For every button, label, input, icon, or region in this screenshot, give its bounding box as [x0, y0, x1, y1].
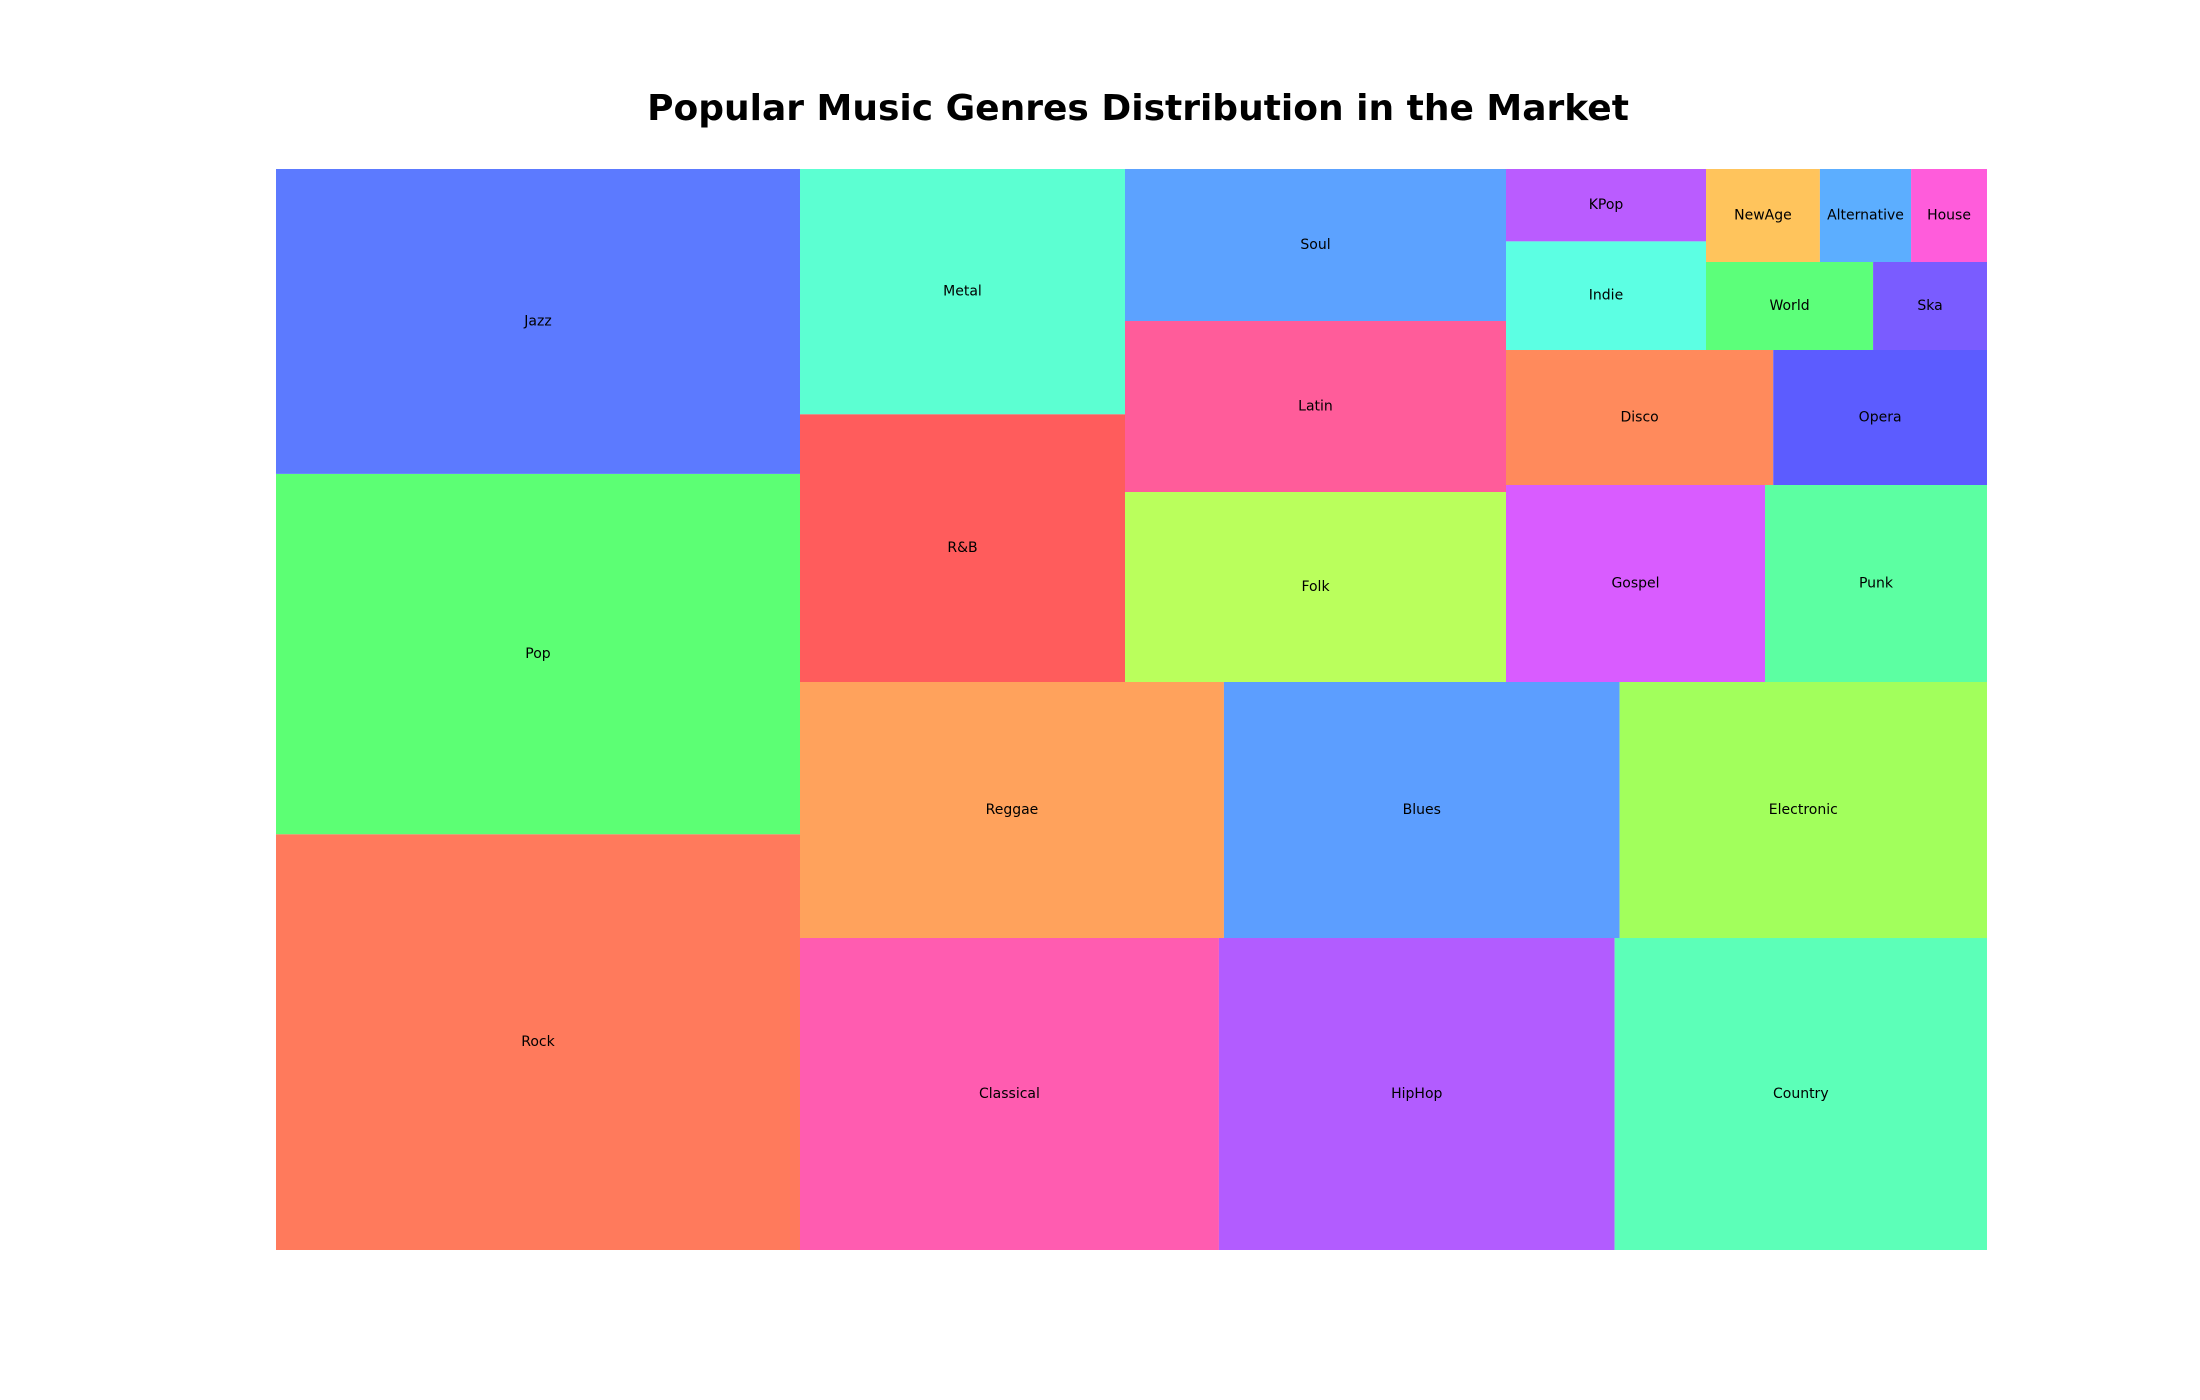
tile-label-blues: Blues [1403, 802, 1441, 818]
treemap-tile-disco: Disco [1506, 350, 1774, 485]
treemap-tile-gospel: Gospel [1506, 485, 1765, 682]
tile-label-newage: NewAge [1734, 208, 1792, 224]
treemap-tile-kpop: KPop [1506, 169, 1706, 242]
treemap-tile-newage: NewAge [1706, 169, 1820, 262]
tile-label-metal: Metal [943, 284, 982, 300]
tile-rect-jazz [276, 169, 800, 474]
treemap-tile-latin: Latin [1125, 321, 1506, 492]
tile-label-disco: Disco [1620, 410, 1658, 426]
tile-label-latin: Latin [1298, 399, 1333, 415]
tile-label-classical: Classical [979, 1086, 1040, 1102]
treemap-tile-opera: Opera [1773, 350, 1987, 485]
tile-rect-newage [1706, 169, 1820, 262]
tile-rect-kpop [1506, 169, 1706, 242]
tile-rect-punk [1765, 485, 1987, 682]
treemap-tile-world: World [1706, 262, 1874, 350]
tile-rect-classical [800, 938, 1219, 1250]
tile-rect-latin [1125, 321, 1506, 492]
tile-label-r-b: R&B [947, 540, 977, 556]
tile-label-world: World [1769, 298, 1809, 314]
tile-label-hiphop: HipHop [1391, 1086, 1442, 1102]
tile-label-folk: Folk [1301, 579, 1330, 595]
treemap-tile-classical: Classical [800, 938, 1219, 1250]
treemap-tile-pop: Pop [276, 473, 800, 835]
tile-label-house: House [1927, 208, 1971, 224]
tile-label-alternative: Alternative [1827, 208, 1904, 224]
tile-label-ska: Ska [1917, 298, 1942, 314]
tile-rect-alternative [1819, 169, 1912, 262]
tile-rect-metal [800, 169, 1125, 415]
tile-rect-rock [276, 834, 800, 1250]
tile-rect-pop [276, 473, 800, 835]
treemap-tile-house: House [1911, 169, 1987, 262]
treemap-tile-folk: Folk [1125, 492, 1506, 682]
tile-rect-gospel [1506, 485, 1765, 682]
tile-rect-electronic [1619, 682, 1987, 938]
treemap-tile-rock: Rock [276, 834, 800, 1250]
treemap-tile-soul: Soul [1125, 169, 1506, 321]
treemap-tile-jazz: Jazz [276, 169, 800, 474]
treemap-tile-punk: Punk [1765, 485, 1987, 682]
tile-label-reggae: Reggae [986, 802, 1039, 818]
treemap-tile-country: Country [1614, 938, 1987, 1250]
tile-label-punk: Punk [1859, 576, 1894, 592]
tile-rect-r-b [800, 414, 1125, 682]
chart-title: Popular Music Genres Distribution in the… [647, 88, 1629, 129]
treemap-tile-alternative: Alternative [1819, 169, 1912, 262]
tile-rect-indie [1506, 241, 1706, 350]
tile-label-electronic: Electronic [1769, 802, 1838, 818]
treemap-tile-blues: Blues [1223, 682, 1620, 938]
tile-rect-blues [1223, 682, 1620, 938]
tile-rect-hiphop [1218, 938, 1615, 1250]
tile-rect-reggae [800, 682, 1224, 938]
tile-rect-ska [1873, 262, 1987, 350]
treemap-tile-indie: Indie [1506, 241, 1706, 350]
tile-rect-folk [1125, 492, 1506, 682]
tile-label-kpop: KPop [1589, 197, 1624, 213]
treemap-tile-electronic: Electronic [1619, 682, 1987, 938]
treemap-tile-ska: Ska [1873, 262, 1987, 350]
tile-rect-house [1911, 169, 1987, 262]
tile-label-gospel: Gospel [1611, 576, 1659, 592]
tile-label-soul: Soul [1300, 237, 1330, 253]
treemap-tile-r-b: R&B [800, 414, 1125, 682]
tile-label-jazz: Jazz [523, 313, 551, 329]
tile-rect-opera [1773, 350, 1987, 485]
treemap-tile-hiphop: HipHop [1218, 938, 1615, 1250]
tile-label-pop: Pop [525, 646, 551, 662]
tile-label-country: Country [1773, 1086, 1829, 1102]
tile-rect-country [1614, 938, 1987, 1250]
tile-label-opera: Opera [1859, 410, 1902, 426]
treemap-tile-metal: Metal [800, 169, 1125, 415]
tile-label-indie: Indie [1589, 288, 1623, 304]
tile-rect-disco [1506, 350, 1774, 485]
tile-rect-world [1706, 262, 1874, 350]
tile-label-rock: Rock [521, 1034, 555, 1050]
treemap-tile-reggae: Reggae [800, 682, 1224, 938]
tile-rect-soul [1125, 169, 1506, 321]
